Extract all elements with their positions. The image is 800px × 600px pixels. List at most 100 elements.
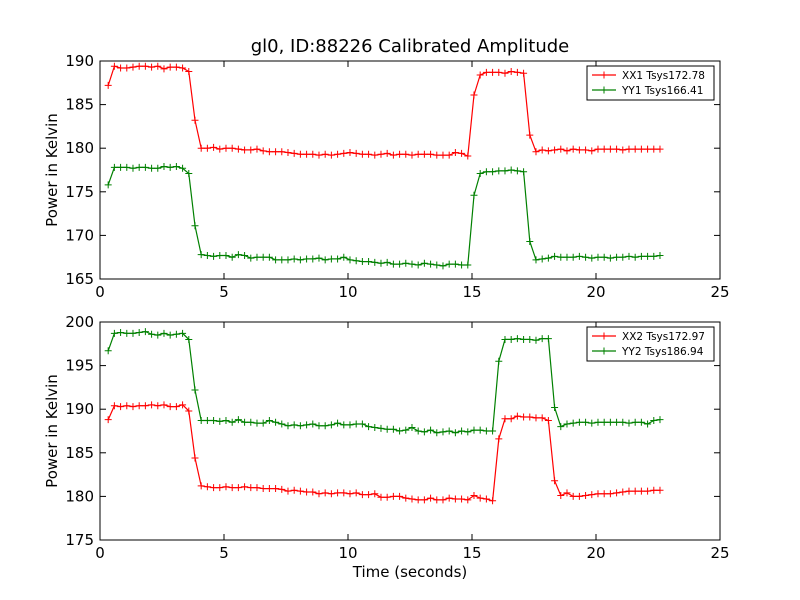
data-point (104, 416, 112, 424)
x-tick-label: 0 (95, 283, 105, 301)
data-point (290, 255, 298, 263)
data-point (594, 253, 602, 261)
data-point (482, 168, 490, 176)
data-point (141, 62, 149, 70)
data-point (396, 427, 404, 435)
data-point (476, 169, 484, 177)
data-point (575, 252, 583, 260)
data-point (433, 496, 441, 504)
data-point (569, 253, 577, 261)
data-point (148, 63, 156, 71)
data-point (520, 69, 528, 77)
data-point (265, 417, 273, 425)
data-point (284, 422, 292, 430)
data-point (513, 68, 521, 76)
data-point (216, 251, 224, 259)
data-point (352, 257, 360, 265)
data-point (464, 152, 472, 160)
data-point (427, 494, 435, 502)
x-tick-label: 10 (338, 283, 357, 301)
data-point (371, 424, 379, 432)
data-point (427, 150, 435, 158)
data-point (383, 258, 391, 266)
series-markers-1-0 (104, 401, 664, 505)
data-point (551, 477, 559, 485)
data-point (365, 150, 373, 158)
data-point (551, 403, 559, 411)
data-point (210, 143, 218, 151)
data-point (489, 68, 497, 76)
data-point (327, 421, 335, 429)
data-point (129, 63, 137, 71)
data-point (383, 493, 391, 501)
data-point (650, 417, 658, 425)
data-point (433, 261, 441, 269)
data-point (340, 253, 348, 261)
data-point (253, 484, 261, 492)
data-point (482, 68, 490, 76)
data-point (544, 147, 552, 155)
data-point (290, 149, 298, 157)
data-point (222, 251, 230, 259)
data-point (439, 496, 447, 504)
data-point (110, 402, 118, 410)
data-point (501, 415, 509, 423)
data-point (241, 146, 249, 154)
data-point (222, 144, 230, 152)
data-point (563, 420, 571, 428)
data-point (327, 255, 335, 263)
data-point (575, 146, 583, 154)
data-point (458, 149, 466, 157)
data-point (625, 145, 633, 153)
data-point (427, 260, 435, 268)
data-point (489, 427, 497, 435)
data-point (172, 403, 180, 411)
data-point (117, 403, 125, 411)
data-point (321, 489, 329, 497)
data-point (408, 260, 416, 268)
data-point (557, 423, 565, 431)
x-tick-label: 25 (710, 283, 729, 301)
y-axis-label: Power in Kelvin (43, 374, 61, 488)
data-point (222, 483, 230, 491)
data-point (104, 81, 112, 89)
data-point (613, 145, 621, 153)
data-point (427, 426, 435, 434)
data-point (532, 414, 540, 422)
data-point (278, 256, 286, 264)
data-point (464, 496, 472, 504)
bottom-panel: 0 5 10 15 20 25 175 180 185 190 195 200 Power in Kel… (43, 313, 730, 581)
data-point (172, 330, 180, 338)
data-point (563, 489, 571, 497)
data-point (619, 418, 627, 426)
data-point (631, 253, 639, 261)
data-point (160, 163, 168, 171)
y-tick-label: 170 (65, 226, 94, 244)
legend-label: XX2 Tsys172.97 (622, 331, 705, 343)
data-point (650, 252, 658, 260)
data-point (656, 416, 664, 424)
data-point (383, 425, 391, 433)
data-point (458, 261, 466, 269)
x-tick-label: 0 (95, 544, 105, 562)
data-point (191, 222, 199, 230)
data-point (179, 64, 187, 72)
data-point (575, 418, 583, 426)
data-point (613, 253, 621, 261)
data-point (408, 495, 416, 503)
data-point (334, 150, 342, 158)
data-point (520, 335, 528, 343)
data-point (110, 163, 118, 171)
data-point (234, 484, 242, 492)
legend-label: XX1 Tsys172.78 (622, 70, 705, 82)
data-point (129, 403, 137, 411)
data-point (272, 418, 280, 426)
y-tick-label: 165 (65, 270, 94, 288)
data-point (228, 253, 236, 261)
data-point (470, 492, 478, 500)
data-point (464, 428, 472, 436)
data-point (451, 149, 459, 157)
data-point (358, 150, 366, 158)
series-markers-0-0 (104, 62, 664, 160)
